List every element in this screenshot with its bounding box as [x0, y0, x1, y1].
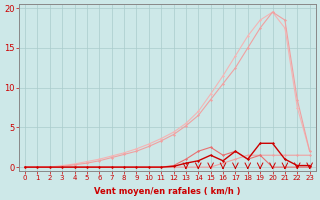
- X-axis label: Vent moyen/en rafales ( km/h ): Vent moyen/en rafales ( km/h ): [94, 187, 241, 196]
